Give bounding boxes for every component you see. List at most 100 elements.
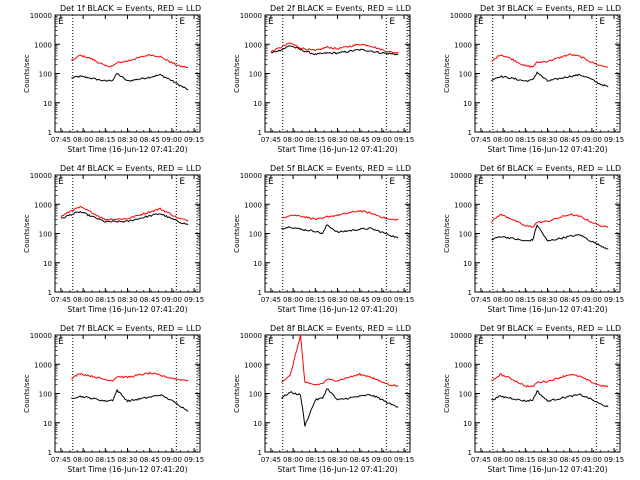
x-tick-label: 07:45 xyxy=(471,136,491,144)
y-axis-label: Counts/sec xyxy=(443,374,451,413)
y-tick-label: 10000 xyxy=(30,12,52,20)
panel-title: Det 2f BLACK = Events, RED = LLD xyxy=(270,4,411,13)
x-tick-label: 08:45 xyxy=(560,456,580,464)
panel-3: Det 3f BLACK = Events, RED = LLD 1 10 100 10… xyxy=(443,4,624,154)
x-tick-label: 09:00 xyxy=(582,456,602,464)
y-tick-label: 100 xyxy=(39,71,52,79)
e-marker: E xyxy=(58,17,64,27)
panel-7: Det 7f BLACK = Events, RED = LLD 1 10 100 10… xyxy=(23,324,204,474)
e-marker: E xyxy=(599,177,605,187)
x-tick-label: 08:30 xyxy=(537,296,557,304)
y-tick-label: 1000 xyxy=(454,41,472,49)
x-tick-label: 07:45 xyxy=(471,456,491,464)
panel-5: Det 5f BLACK = Events, RED = LLD 1 10 100 10… xyxy=(233,164,414,314)
x-tick-label: 09:15 xyxy=(604,456,624,464)
y-tick-label: 10 xyxy=(463,260,472,268)
x-tick-label: 08:15 xyxy=(305,456,325,464)
x-axis-label: Start Time (16-Jun-12 07:41:20) xyxy=(488,465,608,474)
events-series-line xyxy=(281,388,399,427)
x-tick-label: 08:45 xyxy=(560,296,580,304)
y-tick-label: 1000 xyxy=(454,361,472,369)
y-tick-label: 1 xyxy=(48,449,52,457)
lld-series-line xyxy=(491,372,609,388)
panel-title: Det 1f BLACK = Events, RED = LLD xyxy=(60,4,201,13)
lld-series-line xyxy=(71,371,189,382)
y-tick-label: 10000 xyxy=(450,332,472,340)
x-tick-label: 08:00 xyxy=(283,136,303,144)
x-tick-label: 07:45 xyxy=(261,136,281,144)
x-tick-label: 08:00 xyxy=(283,296,303,304)
y-tick-label: 10 xyxy=(43,260,52,268)
x-tick-label: 07:45 xyxy=(51,456,71,464)
plot-frame xyxy=(474,174,621,293)
y-tick-label: 100 xyxy=(459,391,472,399)
y-axis-label: Counts/sec xyxy=(443,214,451,253)
x-tick-label: 09:00 xyxy=(372,456,392,464)
x-tick-label: 08:30 xyxy=(117,456,137,464)
y-tick-label: 100 xyxy=(459,231,472,239)
y-tick-label: 10 xyxy=(253,420,262,428)
x-tick-label: 09:00 xyxy=(162,456,182,464)
panel-6: Det 6f BLACK = Events, RED = LLD 1 10 100 10… xyxy=(443,164,624,314)
x-axis-label: Start Time (16-Jun-12 07:41:20) xyxy=(488,305,608,314)
panel-4: Det 4f BLACK = Events, RED = LLD 1 10 100 10… xyxy=(23,164,204,314)
e-marker: E xyxy=(389,337,395,347)
e-marker: E xyxy=(58,337,64,347)
e-marker: E xyxy=(179,337,185,347)
panel-1: Det 1f BLACK = Events, RED = LLD 1 10 100 10… xyxy=(23,4,204,154)
x-tick-label: 08:45 xyxy=(140,296,160,304)
x-tick-label: 07:45 xyxy=(261,456,281,464)
x-tick-label: 09:15 xyxy=(604,136,624,144)
plot-frame xyxy=(54,334,201,453)
x-tick-label: 08:00 xyxy=(73,136,93,144)
y-tick-label: 10000 xyxy=(30,332,52,340)
y-tick-label: 1000 xyxy=(244,361,262,369)
y-tick-label: 1 xyxy=(48,289,52,297)
y-tick-label: 10 xyxy=(463,100,472,108)
x-tick-label: 08:15 xyxy=(95,136,115,144)
e-marker: E xyxy=(389,177,395,187)
panel-title: Det 9f BLACK = Events, RED = LLD xyxy=(480,324,621,333)
x-tick-label: 08:15 xyxy=(95,296,115,304)
x-tick-label: 07:45 xyxy=(261,296,281,304)
lld-series-line xyxy=(281,334,399,387)
x-tick-label: 08:00 xyxy=(493,456,513,464)
panel-2: Det 2f BLACK = Events, RED = LLD 1 10 100 10… xyxy=(233,4,414,154)
x-tick-label: 08:00 xyxy=(73,456,93,464)
x-tick-label: 09:15 xyxy=(604,296,624,304)
x-tick-label: 09:00 xyxy=(582,136,602,144)
events-series-line xyxy=(491,71,609,88)
e-marker: E xyxy=(268,337,274,347)
x-tick-label: 09:00 xyxy=(162,296,182,304)
y-axis-label: Counts/sec xyxy=(443,54,451,93)
e-marker: E xyxy=(58,177,64,187)
y-tick-label: 10000 xyxy=(30,172,52,180)
e-marker: E xyxy=(478,177,484,187)
events-series-line xyxy=(281,224,399,239)
y-tick-label: 10000 xyxy=(450,172,472,180)
e-marker: E xyxy=(599,337,605,347)
plot-frame xyxy=(264,174,411,293)
y-axis-label: Counts/sec xyxy=(233,374,241,413)
y-axis-label: Counts/sec xyxy=(233,54,241,93)
x-tick-label: 08:45 xyxy=(560,136,580,144)
y-tick-label: 10 xyxy=(463,420,472,428)
x-tick-label: 08:15 xyxy=(305,296,325,304)
y-tick-label: 10000 xyxy=(240,332,262,340)
x-tick-label: 09:15 xyxy=(184,136,204,144)
x-tick-label: 09:00 xyxy=(372,136,392,144)
panel-8: Det 8f BLACK = Events, RED = LLD 1 10 100 10… xyxy=(233,324,414,474)
plot-frame xyxy=(264,334,411,453)
events-series-line xyxy=(491,389,609,408)
x-axis-label: Start Time (16-Jun-12 07:41:20) xyxy=(488,145,608,154)
e-marker: E xyxy=(478,17,484,27)
panel-title: Det 4f BLACK = Events, RED = LLD xyxy=(60,164,201,173)
panel-title: Det 3f BLACK = Events, RED = LLD xyxy=(480,4,621,13)
x-tick-label: 09:00 xyxy=(582,296,602,304)
events-series-line xyxy=(60,210,189,226)
e-marker: E xyxy=(179,177,185,187)
panel-title: Det 7f BLACK = Events, RED = LLD xyxy=(60,324,201,333)
x-axis-label: Start Time (16-Jun-12 07:41:20) xyxy=(278,305,398,314)
plot-frame xyxy=(474,334,621,453)
